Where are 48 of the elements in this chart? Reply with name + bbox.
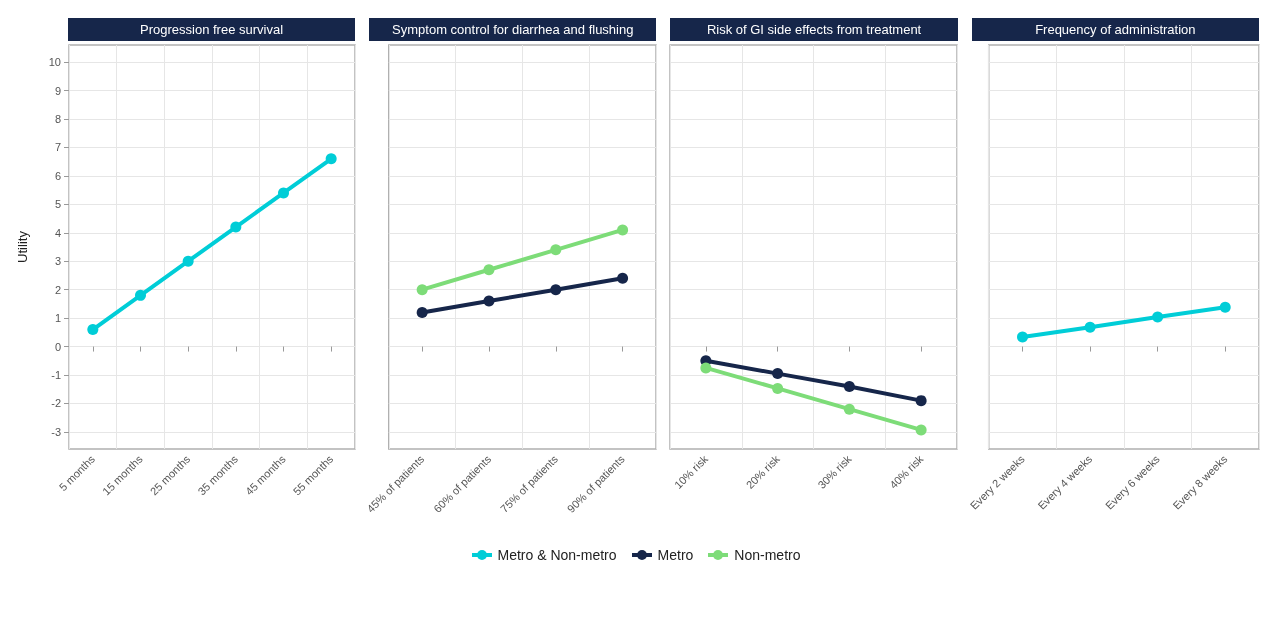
point [617,272,629,284]
chart-title: Frequency of administration [971,18,1259,41]
point [617,224,629,236]
point [700,362,712,374]
y-axis-title: Utility [15,230,30,263]
y-tick-label: 2 [54,283,61,296]
point [483,264,495,276]
point [278,187,289,199]
y-tick-label: -1 [51,369,61,382]
point [87,324,99,335]
point [916,424,928,436]
point [550,244,562,256]
point [1084,321,1096,333]
point [772,382,784,394]
x-tick-label: 40% risk [887,452,927,492]
point [844,403,856,415]
point [844,380,856,392]
y-tick-label: 5 [54,198,61,211]
legend-label: Non-metro [734,547,801,563]
y-tick-label: 1 [54,312,61,325]
point [325,153,337,165]
point [1016,331,1028,343]
y-tick-label: -2 [51,397,61,410]
chart-title: Progression free survival [68,18,356,41]
point [1151,311,1163,323]
point [416,306,428,318]
legend-label: Metro [657,547,694,563]
chart-title: Risk of GI side effects from treatment [670,18,958,41]
y-tick-label: -3 [51,425,61,438]
legend-label: Metro & Non-metro [497,547,617,563]
point [772,368,784,380]
y-tick-label: 10 [48,56,61,69]
y-tick-label: 4 [54,226,61,239]
y-tick-label: 3 [54,255,61,268]
point [230,221,242,233]
y-tick-label: 9 [54,84,61,97]
point [916,395,928,407]
point [416,284,428,296]
point [550,284,562,296]
y-tick-label: 0 [54,340,61,353]
y-tick-label: 6 [54,169,61,182]
y-tick-label: 8 [54,112,61,125]
y-tick-label: 7 [54,141,61,154]
chart-title: Symptom control for diarrhea and flushing [369,18,657,41]
point [1219,301,1231,313]
point [135,289,146,301]
point [483,295,495,307]
point [182,255,194,267]
